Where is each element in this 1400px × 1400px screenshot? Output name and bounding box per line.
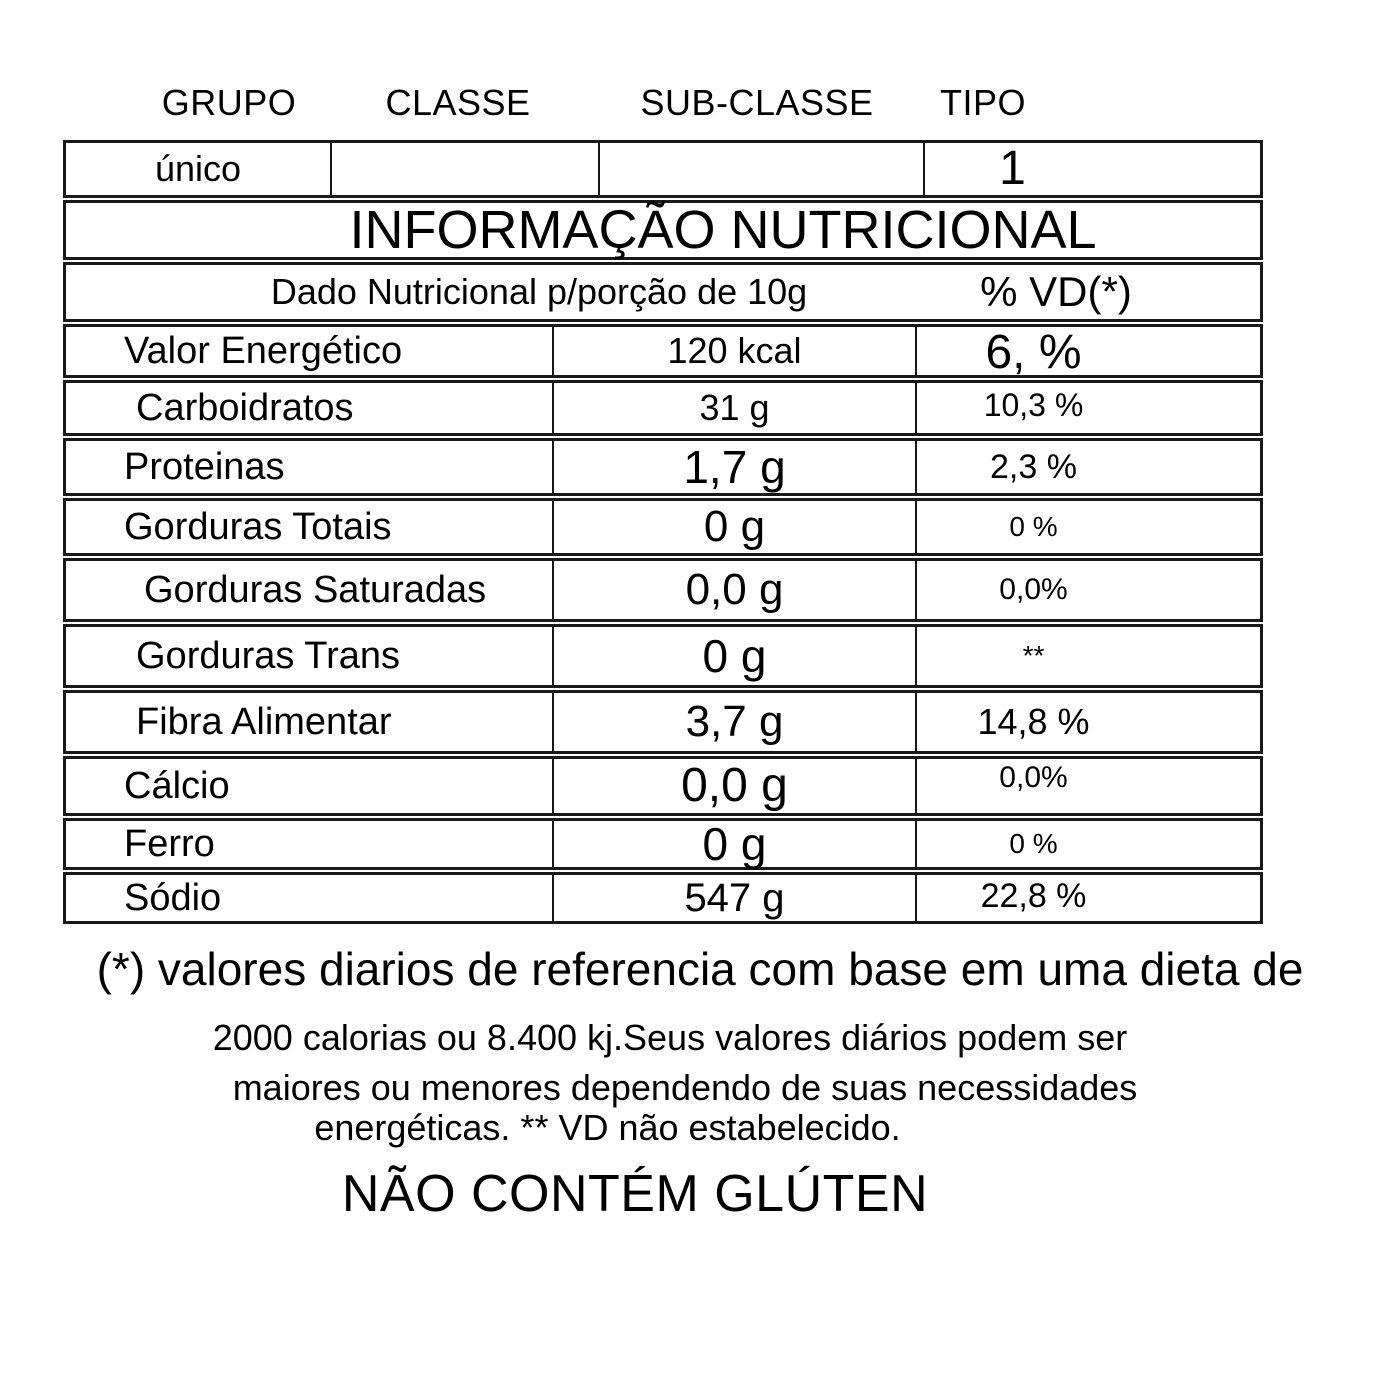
gluten-notice: NÃO CONTÉM GLÚTEN xyxy=(341,1165,929,1223)
footnote-line-1: (*) valores diarios de referencia com ba… xyxy=(96,943,1304,995)
classification-row: único 1 xyxy=(63,140,1263,198)
nutrient-label: Gorduras Trans xyxy=(136,635,400,677)
nutrient-value: 547 g xyxy=(552,875,915,921)
nutrient-value: 0 g xyxy=(552,821,915,867)
nutrient-label: Proteinas xyxy=(124,446,285,488)
nutrient-dv: 10,3 % xyxy=(915,383,1260,433)
nutrient-label: Sódio xyxy=(124,877,222,919)
footnote-line-2: 2000 calorias ou 8.400 kj.Seus valores d… xyxy=(212,1017,1128,1058)
nutrient-dv: 2,3 % xyxy=(915,441,1260,493)
table-row: Gorduras Saturadas 0,0 g 0,0% xyxy=(63,558,1263,622)
nutrient-label: Ferro xyxy=(124,823,215,865)
footnote-line-3: maiores ou menores dependendo de suas ne… xyxy=(232,1067,1138,1108)
nutrient-value: 0,0 g xyxy=(552,561,915,619)
nutrient-label: Gorduras Saturadas xyxy=(144,569,487,611)
nutrient-value: 0 g xyxy=(552,627,915,685)
table-title: INFORMAÇÃO NUTRICIONAL xyxy=(349,200,1097,260)
nutrient-value: 3,7 g xyxy=(552,693,915,751)
nutrient-label: Carboidratos xyxy=(136,387,354,429)
tipo-value: 1 xyxy=(923,143,1260,195)
col-header-tipo: TIPO xyxy=(939,82,1027,123)
serving-info: Dado Nutricional p/porção de 10g xyxy=(270,271,808,312)
nutrient-value: 1,7 g xyxy=(552,441,915,493)
nutrient-label: Valor Energético xyxy=(124,330,403,372)
nutrient-value: 31 g xyxy=(552,383,915,433)
nutrient-value: 0,0 g xyxy=(552,759,915,813)
table-row: Gorduras Trans 0 g ** xyxy=(63,624,1263,688)
table-subtitle-row: Dado Nutricional p/porção de 10g % VD(*) xyxy=(63,262,1263,322)
table-title-row: INFORMAÇÃO NUTRICIONAL xyxy=(63,200,1263,260)
classe-value xyxy=(330,143,598,195)
nutrient-dv: ** xyxy=(915,627,1260,685)
sub-classe-value xyxy=(598,143,923,195)
table-row: Cálcio 0,0 g 0,0% xyxy=(63,756,1263,816)
nutrient-label: Cálcio xyxy=(124,765,230,807)
nutrient-label: Fibra Alimentar xyxy=(136,701,392,743)
nutrient-value: 0 g xyxy=(552,501,915,553)
nutrient-dv: 6, % xyxy=(915,327,1260,377)
classification-column-headers: GRUPO CLASSE SUB-CLASSE TIPO xyxy=(0,82,1400,126)
table-row: Ferro 0 g 0 % xyxy=(63,818,1263,870)
nutrient-dv: 0 % xyxy=(915,821,1260,867)
nutrient-label: Gorduras Totais xyxy=(124,506,392,548)
nutrient-dv: 14,8 % xyxy=(915,693,1260,751)
nutrient-dv: 22,8 % xyxy=(915,875,1260,921)
nutrient-dv: 0,0% xyxy=(915,561,1260,619)
vd-header: % VD(*) xyxy=(980,268,1132,315)
table-row: Sódio 547 g 22,8 % xyxy=(63,872,1263,924)
nutrition-table: único 1 INFORMAÇÃO NUTRICIONAL Dado Nutr… xyxy=(63,140,1263,926)
table-row: Gorduras Totais 0 g 0 % xyxy=(63,498,1263,556)
nutrient-dv: 0,0% xyxy=(915,759,1260,813)
table-row: Fibra Alimentar 3,7 g 14,8 % xyxy=(63,690,1263,754)
table-row: Proteinas 1,7 g 2,3 % xyxy=(63,438,1263,496)
grupo-value: único xyxy=(154,148,242,189)
nutrient-value: 120 kcal xyxy=(552,327,915,375)
table-row: Valor Energético 120 kcal 6, % xyxy=(63,324,1263,378)
col-header-classe: CLASSE xyxy=(385,82,531,123)
col-header-grupo: GRUPO xyxy=(161,82,297,123)
table-row: Carboidratos 31 g 10,3 % xyxy=(63,380,1263,436)
nutrient-dv: 0 % xyxy=(915,501,1260,553)
footnote-line-4: energéticas. ** VD não estabelecido. xyxy=(314,1107,901,1148)
col-header-sub-classe: SUB-CLASSE xyxy=(640,82,874,123)
